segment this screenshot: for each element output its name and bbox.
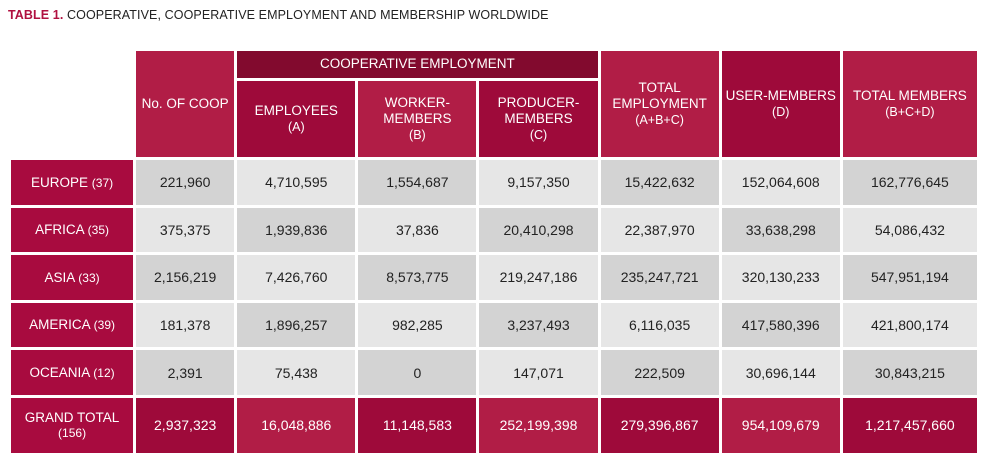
- value-cell: 235,247,721: [600, 255, 719, 300]
- header-worker-members-label: WORKER-MEMBERS: [383, 94, 452, 126]
- value-cell: 222,509: [600, 350, 719, 395]
- header-total-members-formula: (B+C+D): [885, 105, 935, 120]
- table-row: AMERICA (39) 181,378 1,896,257 982,285 3…: [11, 302, 977, 348]
- region-count: (39): [93, 318, 115, 333]
- value-cell: 1,896,257: [237, 302, 356, 348]
- value-cell: 221,960: [136, 160, 235, 205]
- value-cell: 8,573,775: [358, 255, 477, 300]
- header-total-employment: TOTAL EMPLOYMENT (A+B+C): [600, 51, 719, 157]
- value-cell: 37,836: [358, 207, 477, 253]
- header-producer-members: PRODUCER-MEMBERS (C): [479, 81, 598, 157]
- header-cooperative-employment: COOPERATIVE EMPLOYMENT: [237, 51, 598, 78]
- region-count: (12): [93, 366, 115, 381]
- region-count: (33): [78, 270, 100, 285]
- value-cell: 1,939,836: [237, 207, 356, 253]
- header-user-members: USER-MEMBERS (D): [721, 51, 840, 157]
- value-cell: 421,800,174: [842, 302, 977, 348]
- value-cell: 320,130,233: [721, 255, 840, 300]
- region-count: (35): [87, 223, 109, 238]
- header-employees-label: EMPLOYEES: [254, 102, 338, 118]
- value-cell: 54,086,432: [842, 207, 977, 253]
- header-user-members-formula: (D): [772, 105, 790, 120]
- header-producer-members-label: PRODUCER-MEMBERS: [497, 94, 580, 126]
- value-cell: 15,422,632: [600, 160, 719, 205]
- table-row: OCEANIA (12) 2,391 75,438 0 147,071 222,…: [11, 350, 977, 395]
- header-employees: EMPLOYEES (A): [237, 81, 356, 157]
- grand-total-header: GRAND TOTAL (156): [11, 397, 134, 453]
- caption-label: TABLE 1.: [8, 8, 64, 22]
- corner-cell: [11, 51, 133, 157]
- value-cell: 147,071: [479, 350, 598, 395]
- grand-total-label: GRAND TOTAL: [24, 410, 120, 426]
- value-cell: 2,156,219: [136, 255, 235, 300]
- total-cell: 2,937,323: [136, 397, 235, 453]
- table-row: ASIA (33) 2,156,219 7,426,760 8,573,775 …: [11, 255, 977, 300]
- value-cell: 1,554,687: [358, 160, 477, 205]
- value-cell: 75,438: [237, 350, 356, 395]
- header-producer-members-formula: (C): [529, 128, 548, 143]
- value-cell: 30,843,215: [842, 350, 977, 395]
- value-cell: 30,696,144: [721, 350, 840, 395]
- row-header: ASIA (33): [11, 255, 134, 300]
- cooperative-table: No. OF COOP COOPERATIVE EMPLOYMENT TOTAL…: [8, 48, 980, 456]
- total-cell: 11,148,583: [358, 397, 477, 453]
- header-total-members: TOTAL MEMBERS (B+C+D): [842, 51, 977, 157]
- header-worker-members-formula: (B): [409, 128, 426, 143]
- region-name: AMERICA: [29, 317, 90, 333]
- value-cell: 33,638,298: [721, 207, 840, 253]
- value-cell: 547,951,194: [842, 255, 977, 300]
- header-no-coop: No. OF COOP: [136, 51, 235, 157]
- table-row: EUROPE (37) 221,960 4,710,595 1,554,687 …: [11, 160, 977, 205]
- value-cell: 9,157,350: [479, 160, 598, 205]
- grand-total-row: GRAND TOTAL (156) 2,937,323 16,048,886 11…: [11, 397, 977, 453]
- table-caption: TABLE 1. COOPERATIVE, COOPERATIVE EMPLOY…: [8, 8, 549, 22]
- row-header: OCEANIA (12): [11, 350, 134, 395]
- region-name: AFRICA: [35, 222, 84, 238]
- region-name: ASIA: [44, 269, 75, 285]
- total-cell: 1,217,457,660: [842, 397, 977, 453]
- value-cell: 4,710,595: [237, 160, 356, 205]
- value-cell: 2,391: [136, 350, 235, 395]
- value-cell: 181,378: [136, 302, 235, 348]
- header-no-coop-label: No. OF COOP: [141, 95, 229, 111]
- header-total-employment-label: TOTAL EMPLOYMENT: [612, 79, 707, 111]
- header-user-members-label: USER-MEMBERS: [725, 87, 836, 103]
- value-cell: 6,116,035: [600, 302, 719, 348]
- value-cell: 152,064,608: [721, 160, 840, 205]
- header-worker-members: WORKER-MEMBERS (B): [358, 81, 477, 157]
- value-cell: 0: [358, 350, 477, 395]
- total-cell: 16,048,886: [237, 397, 356, 453]
- value-cell: 3,237,493: [479, 302, 598, 348]
- header-total-employment-formula: (A+B+C): [635, 113, 684, 128]
- row-header: AMERICA (39): [11, 302, 134, 348]
- region-name: OCEANIA: [29, 365, 90, 381]
- region-name: EUROPE: [31, 174, 89, 190]
- value-cell: 982,285: [358, 302, 477, 348]
- header-group-label: COOPERATIVE EMPLOYMENT: [320, 56, 515, 72]
- value-cell: 162,776,645: [842, 160, 977, 205]
- value-cell: 219,247,186: [479, 255, 598, 300]
- caption-text: COOPERATIVE, COOPERATIVE EMPLOYMENT AND …: [67, 8, 549, 22]
- region-count: (37): [91, 175, 114, 190]
- value-cell: 375,375: [136, 207, 235, 253]
- value-cell: 22,387,970: [600, 207, 719, 253]
- total-cell: 279,396,867: [600, 397, 719, 453]
- row-header: AFRICA (35): [11, 207, 134, 253]
- header-employees-formula: (A): [287, 120, 305, 135]
- grand-total-count: (156): [58, 426, 87, 441]
- value-cell: 20,410,298: [479, 207, 598, 253]
- row-header: EUROPE (37): [11, 160, 134, 205]
- total-cell: 954,109,679: [721, 397, 840, 453]
- value-cell: 417,580,396: [721, 302, 840, 348]
- table-row: AFRICA (35) 375,375 1,939,836 37,836 20,…: [11, 207, 977, 253]
- value-cell: 7,426,760: [237, 255, 356, 300]
- total-cell: 252,199,398: [479, 397, 598, 453]
- header-total-members-label: TOTAL MEMBERS: [853, 87, 967, 103]
